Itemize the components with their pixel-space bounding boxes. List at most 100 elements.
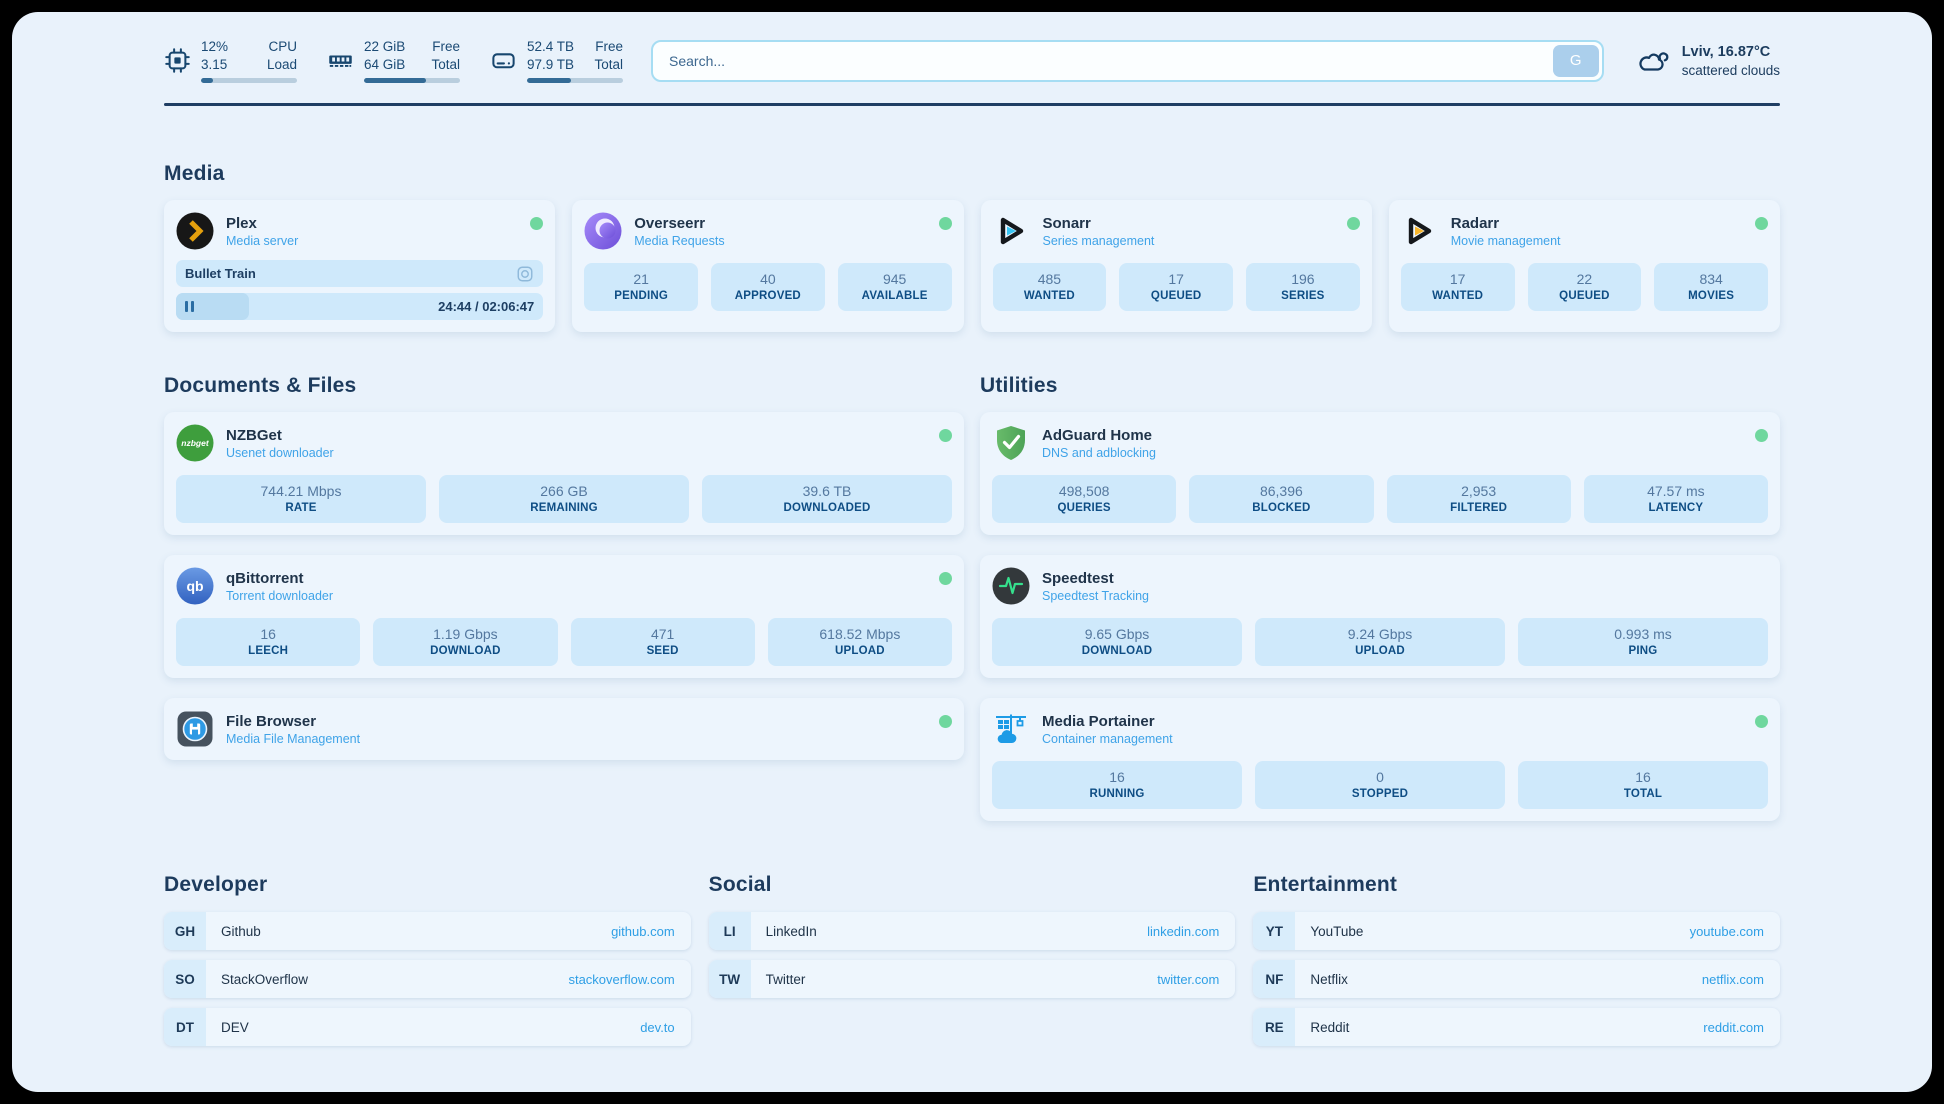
cpu-stat: 12% 3.15 CPU Load [164, 38, 297, 84]
stat-box: 40 APPROVED [711, 263, 825, 312]
system-stats: 12% 3.15 CPU Load [164, 38, 623, 84]
documents-column: Documents & Files nzbget NZBGet Usenet d [164, 374, 964, 821]
link-name: YouTube [1310, 923, 1364, 939]
playback-time: 24:44 / 02:06:47 [438, 299, 535, 315]
session-icon [517, 266, 533, 282]
link-dev[interactable]: DT DEV dev.to [164, 1008, 691, 1047]
service-name: Radarr [1450, 214, 1500, 232]
disk-progress-fill [527, 78, 572, 84]
section-title-social: Social [708, 873, 772, 897]
stat-box: 16 LEECH [176, 618, 361, 667]
service-description: Torrent downloader [226, 588, 334, 603]
cpu-percent: 12% [201, 39, 229, 54]
github-badge: GH [164, 912, 206, 951]
youtube-badge: YT [1253, 912, 1296, 951]
plex-icon [176, 212, 214, 250]
service-card-overseerr[interactable]: Overseerr Media Requests 21 PENDING 40 A… [572, 200, 964, 333]
stat-box: 47.57 ms LATENCY [1583, 475, 1768, 524]
stat-box: 0 STOPPED [1255, 761, 1505, 810]
service-description: Usenet downloader [226, 445, 334, 460]
service-card-radarr[interactable]: Radarr Movie management 17 WANTED 22 QUE… [1388, 200, 1780, 333]
service-description: Series management [1042, 233, 1155, 248]
stat-box: 9.24 Gbps UPLOAD [1255, 618, 1505, 667]
service-description: Media server [226, 233, 299, 248]
utilities-column: Utilities AdGuard Home [980, 374, 1780, 822]
service-description: Media File Management [226, 731, 361, 746]
filebrowser-icon [176, 710, 214, 748]
link-reddit[interactable]: RE Reddit reddit.com [1253, 1008, 1780, 1047]
stat-box: 22 QUEUED [1527, 263, 1642, 312]
link-stackoverflow[interactable]: SO StackOverflow stackoverflow.com [164, 960, 691, 999]
service-name: Media Portainer [1042, 712, 1155, 730]
service-description: Movie management [1450, 233, 1561, 248]
nzbget-icon: nzbget [176, 424, 214, 462]
link-youtube[interactable]: YT YouTube youtube.com [1253, 912, 1780, 951]
link-linkedin[interactable]: LI LinkedIn linkedin.com [708, 912, 1236, 951]
adguard-icon [992, 424, 1030, 462]
service-card-speedtest[interactable]: Speedtest Speedtest Tracking 9.65 Gbps D… [980, 555, 1780, 679]
status-dot [1755, 217, 1768, 231]
link-name: Github [221, 923, 261, 939]
dev-badge: DT [164, 1008, 206, 1047]
stat-box: 21 PENDING [584, 263, 698, 312]
service-card-plex[interactable]: Plex Media server Bullet Train 24:44 / 0… [164, 200, 556, 333]
service-name: AdGuard Home [1042, 426, 1153, 444]
now-playing-row: Bullet Train [176, 260, 544, 288]
ram-stat: 22 GiB 64 GiB Free Total [327, 38, 460, 84]
service-description: Speedtest Tracking [1042, 588, 1150, 603]
link-name: StackOverflow [221, 971, 309, 987]
search-input[interactable] [656, 44, 1553, 77]
stat-box: 39.6 TB DOWNLOADED [702, 475, 952, 524]
service-card-sonarr[interactable]: Sonarr Series management 485 WANTED 17 Q… [980, 200, 1372, 333]
dashboard-page: 12% 3.15 CPU Load [12, 12, 1932, 1092]
stat-box: 618.52 Mbps UPLOAD [767, 618, 952, 667]
service-card-nzbget[interactable]: nzbget NZBGet Usenet downloader 744.21 M… [164, 412, 964, 536]
stat-box: 0.993 ms PING [1518, 618, 1768, 667]
stat-box: 86,396 BLOCKED [1189, 475, 1374, 524]
disk-label-bottom: Total [594, 56, 623, 72]
service-name: Speedtest [1042, 569, 1114, 587]
section-title-utilities: Utilities [980, 374, 1058, 398]
link-url: dev.to [640, 1019, 675, 1035]
service-name: File Browser [226, 712, 317, 730]
netflix-badge: NF [1253, 960, 1296, 999]
service-card-qbittorrent[interactable]: qb qBittorrent Torrent downloader 16 LEE… [164, 555, 964, 679]
link-url: netflix.com [1701, 971, 1764, 987]
search-engine-button[interactable]: G [1552, 44, 1599, 77]
stat-box: 744.21 Mbps RATE [176, 475, 426, 524]
service-description: Media Requests [634, 233, 725, 248]
service-name: Plex [226, 214, 257, 232]
link-name: Twitter [765, 971, 806, 987]
status-dot [938, 217, 952, 231]
ram-label-top: Free [432, 39, 460, 54]
link-url: stackoverflow.com [568, 971, 675, 987]
disk-progress-track [527, 78, 623, 84]
status-dot [939, 572, 952, 586]
cpu-label-bottom: Load [266, 56, 297, 72]
section-title-documents: Documents & Files [164, 374, 357, 398]
qbittorrent-icon: qb [176, 567, 214, 605]
link-twitter[interactable]: TW Twitter twitter.com [708, 960, 1236, 999]
link-url: youtube.com [1689, 923, 1764, 939]
service-card-filebrowser[interactable]: File Browser Media File Management [164, 698, 964, 761]
stat-box: 834 MOVIES [1654, 263, 1768, 312]
link-github[interactable]: GH Github github.com [164, 912, 691, 951]
disk-label-top: Free [595, 39, 623, 54]
stat-box: 266 GB REMAINING [439, 475, 689, 524]
cpu-progress-fill [201, 78, 213, 84]
link-netflix[interactable]: NF Netflix netflix.com [1253, 960, 1780, 999]
overseerr-icon [584, 212, 622, 250]
social-section: Social LI LinkedIn linkedin.com TW Twitt… [708, 873, 1236, 1046]
stat-box: 2,953 FILTERED [1386, 475, 1571, 524]
ram-label-bottom: Total [431, 56, 460, 72]
disk-stat: 52.4 TB 97.9 TB Free Total [490, 38, 623, 84]
service-card-adguard[interactable]: AdGuard Home DNS and adblocking 498,508 … [980, 412, 1780, 536]
weather-condition: scattered clouds [1681, 62, 1780, 78]
weather-location-temp: Lviv, 16.87°C [1681, 44, 1771, 61]
stat-box: 1.19 Gbps DOWNLOAD [373, 618, 558, 667]
cpu-progress-track [201, 78, 297, 84]
stat-box: 16 RUNNING [992, 761, 1242, 810]
pause-icon [185, 301, 194, 313]
media-cards-row: Plex Media server Bullet Train 24:44 / 0… [164, 200, 1780, 333]
service-card-portainer[interactable]: Media Portainer Container management 16 … [980, 698, 1780, 822]
